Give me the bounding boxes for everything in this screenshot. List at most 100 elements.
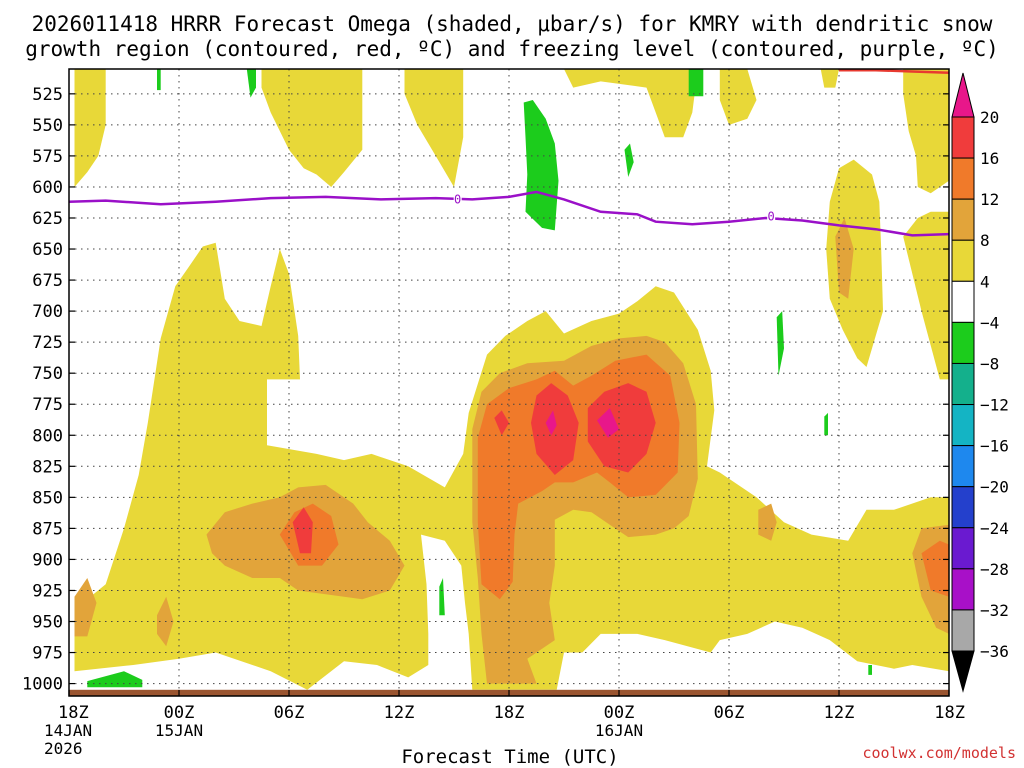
freezing-level-label-1: 0 [768,210,775,224]
omega-region-4-7 [826,159,883,367]
y-tick-label-650: 650 [32,240,63,260]
omega-region-4-6 [903,69,949,194]
omega-region-16-21 [531,383,579,475]
colorbar-label-0: 20 [980,108,999,127]
colorbar-bin-10 [951,486,975,529]
colorbar-bin-2 [951,157,975,200]
x-tick-label-48: 18Z [934,703,965,723]
colorbar-bin-4 [951,239,975,282]
y-tick-label-725: 725 [32,333,63,353]
colorbar-label-8: −16 [980,437,1009,456]
freezing-level-label-bg-0 [453,192,462,205]
omega-region-4-0 [74,69,106,187]
y-tick-label-625: 625 [32,209,63,229]
colorbar-label-12: −32 [980,601,1009,620]
colorbar-top-arrow [951,72,975,118]
colorbar-label-7: −12 [980,396,1009,415]
omega-region-4-4 [719,69,757,125]
omega-region-8-16 [835,218,854,299]
x-tick-label-36: 06Z [714,703,745,723]
x-tick-label-6: 00Z [164,703,195,723]
y-tick-label-550: 550 [32,116,63,136]
y-tick-label-575: 575 [32,147,63,167]
colorbar-label-13: −36 [980,642,1009,661]
omega-region-4-1 [261,69,363,187]
x-tick-date-30: 16JAN [595,721,643,740]
y-tick-label-775: 775 [32,395,63,415]
omega-region-neg4-33 [824,412,828,436]
omega-region-16-23 [494,410,509,436]
y-tick-label-850: 850 [32,488,63,508]
colorbar: 20 16 12 8 4 −4 −8 −12 −16 −20 −24 −28 −32 −36 [951,72,1009,693]
x-axis-label: Forecast Time (UTC) [401,746,618,768]
y-tick-label-600: 600 [32,178,63,198]
omega-shading [74,69,949,690]
x-tick-label-24: 18Z [494,703,525,723]
colorbar-label-3: 8 [980,231,990,250]
omega-region-8-15 [758,503,777,541]
y-tick-label-900: 900 [32,550,63,570]
y-tick-label-700: 700 [32,302,63,322]
x-tick-label-30: 00Z [604,703,635,723]
colorbar-bin-8 [951,404,975,447]
y-tick-label-975: 975 [32,644,63,664]
omega-region-neg4-30 [624,143,634,177]
freezing-level-label-bg-1 [767,209,776,222]
axes: 525 550 575 600 625 650 675 700 725 750 775 800 825 8… [22,85,965,758]
omega-region-neg4-29 [523,100,559,231]
x-tick-label-42: 12Z [824,703,855,723]
omega-region-16-20 [292,507,313,554]
x-tick-label-12: 06Z [274,703,305,723]
omega-region-20-25 [597,408,619,438]
y-tick-label-525: 525 [32,85,63,105]
colorbar-label-10: −24 [980,519,1009,538]
grid-lines [69,69,949,696]
y-tick-label-750: 750 [32,364,63,384]
x-tick-year-0: 2026 [44,739,83,758]
colorbar-label-9: −20 [980,478,1009,497]
colorbar-label-11: −28 [980,560,1009,579]
y-tick-label-800: 800 [32,426,63,446]
y-tick-label-950: 950 [32,613,63,633]
colorbar-label-4: 4 [980,272,990,291]
colorbar-bin-11 [951,527,975,570]
dgz-contour-line [839,69,949,74]
y-tick-label-1000: 1000 [22,675,63,695]
y-tick-label-675: 675 [32,271,63,291]
y-tick-label-825: 825 [32,457,63,477]
omega-region-4-8 [903,211,949,380]
colorbar-bottom-arrow [951,650,975,693]
credit-text: coolwx.com/models [862,744,1016,762]
colorbar-bin-13 [951,609,975,652]
colorbar-bin-7 [951,362,975,406]
omega-region-neg4-32 [439,578,445,616]
x-tick-date-0: 14JAN [44,721,92,740]
colorbar-bin-12 [951,568,975,611]
freezing-level-label-0: 0 [454,192,461,206]
x-tick-label-0: 18Z [58,703,89,723]
colorbar-label-1: 16 [980,149,999,168]
omega-region-4-2 [404,69,464,187]
colorbar-bin-1 [951,116,975,159]
x-tick-label-18: 12Z [384,703,415,723]
omega-region-neg4-35 [87,671,143,688]
omega-region-12-19 [921,540,949,597]
omega-region-neg4-31 [776,311,784,376]
colorbar-label-2: 12 [980,190,999,209]
omega-region-neg4-28 [688,69,704,97]
omega-region-neg4-26 [157,69,161,91]
chart-title-line1: 2026011418 HRRR Forecast Omega (shaded, … [32,12,993,36]
omega-region-16-22 [587,383,656,473]
omega-region-20-24 [545,410,557,436]
chart-title-line2: growth region (contoured, red, ºC) and f… [25,37,999,61]
x-tick-date-6: 15JAN [155,721,203,740]
omega-region-neg4-34 [868,665,872,675]
y-tick-label-925: 925 [32,581,63,601]
colorbar-bin-9 [951,445,975,488]
colorbar-bin-3 [951,198,975,241]
freezing-level-line [69,190,949,237]
omega-region-neg4-27 [246,69,256,98]
omega-region-4-3 [564,69,698,138]
colorbar-label-5: −4 [980,313,999,332]
